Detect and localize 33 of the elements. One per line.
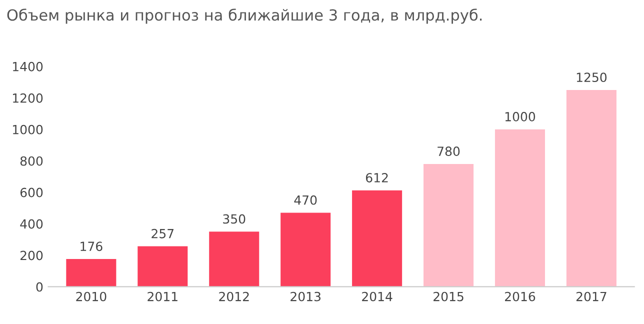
data-label: 257 — [152, 228, 174, 238]
x-tick-label: 2014 — [362, 292, 392, 302]
data-label: 1000 — [505, 112, 536, 122]
y-tick-label: 1400 — [13, 62, 43, 72]
chart-title: Объем рынка и прогноз на ближайшие 3 года, в млрд.руб. — [7, 8, 482, 24]
bar — [66, 259, 116, 287]
bar — [566, 90, 616, 287]
x-tick-label: 2015 — [434, 292, 464, 302]
x-tick-label: 2011 — [148, 292, 178, 302]
bar — [424, 164, 474, 287]
data-label: 780 — [438, 146, 460, 156]
y-tick-label: 800 — [20, 156, 43, 166]
bar — [494, 129, 546, 287]
y-tick-label: 0 — [36, 282, 43, 292]
data-label: 350 — [223, 214, 246, 224]
x-tick-label: 2012 — [219, 292, 249, 302]
x-tick-label: 2010 — [76, 292, 106, 302]
y-tick-label: 200 — [20, 250, 43, 260]
y-tick-label: 1000 — [13, 124, 43, 134]
data-label: 612 — [366, 172, 388, 182]
data-label: 176 — [80, 242, 102, 252]
data-label: 1250 — [576, 72, 607, 82]
x-tick-label: 2013 — [290, 292, 320, 302]
bar — [209, 232, 260, 287]
x-tick-label: 2017 — [576, 292, 606, 302]
y-tick-label: 1200 — [13, 93, 43, 103]
y-tick-label: 400 — [20, 219, 43, 229]
x-tick-label: 2016 — [505, 292, 536, 302]
y-tick-label: 600 — [20, 188, 43, 198]
bar — [352, 190, 402, 287]
data-label: 470 — [294, 195, 317, 205]
bar — [280, 212, 331, 287]
bar — [138, 246, 188, 287]
